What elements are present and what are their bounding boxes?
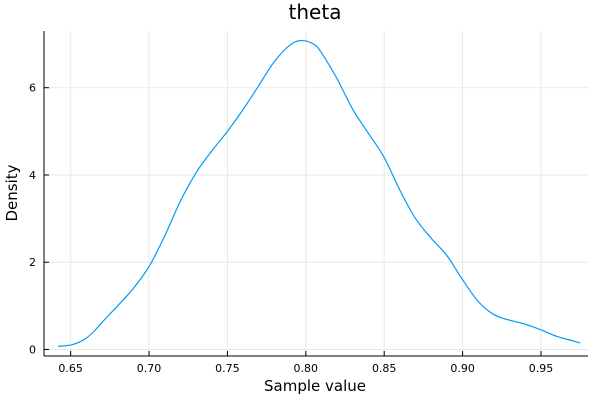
y-tick-label: 0 bbox=[29, 343, 36, 356]
x-tick-label: 0.85 bbox=[372, 362, 397, 375]
grid bbox=[44, 31, 588, 356]
series-group bbox=[58, 39, 581, 347]
chart-title: theta bbox=[289, 0, 342, 24]
x-tick-label: 0.65 bbox=[58, 362, 83, 375]
ticks: 0.65 0.70 0.75 0.80 0.85 0.90 0.95 0 2 4 6 bbox=[29, 82, 553, 375]
y-tick-label: 2 bbox=[29, 256, 36, 269]
y-tick-label: 4 bbox=[29, 169, 36, 182]
x-tick-label: 0.90 bbox=[450, 362, 475, 375]
y-tick-label: 6 bbox=[29, 82, 36, 95]
density-series-line bbox=[58, 39, 581, 347]
x-tick-label: 0.80 bbox=[294, 362, 319, 375]
axes bbox=[43, 31, 588, 357]
x-tick-label: 0.95 bbox=[529, 362, 554, 375]
y-axis-label: Density bbox=[3, 164, 21, 221]
x-axis-label: Sample value bbox=[264, 377, 366, 395]
x-tick-label: 0.70 bbox=[137, 362, 162, 375]
x-tick-label: 0.75 bbox=[215, 362, 240, 375]
